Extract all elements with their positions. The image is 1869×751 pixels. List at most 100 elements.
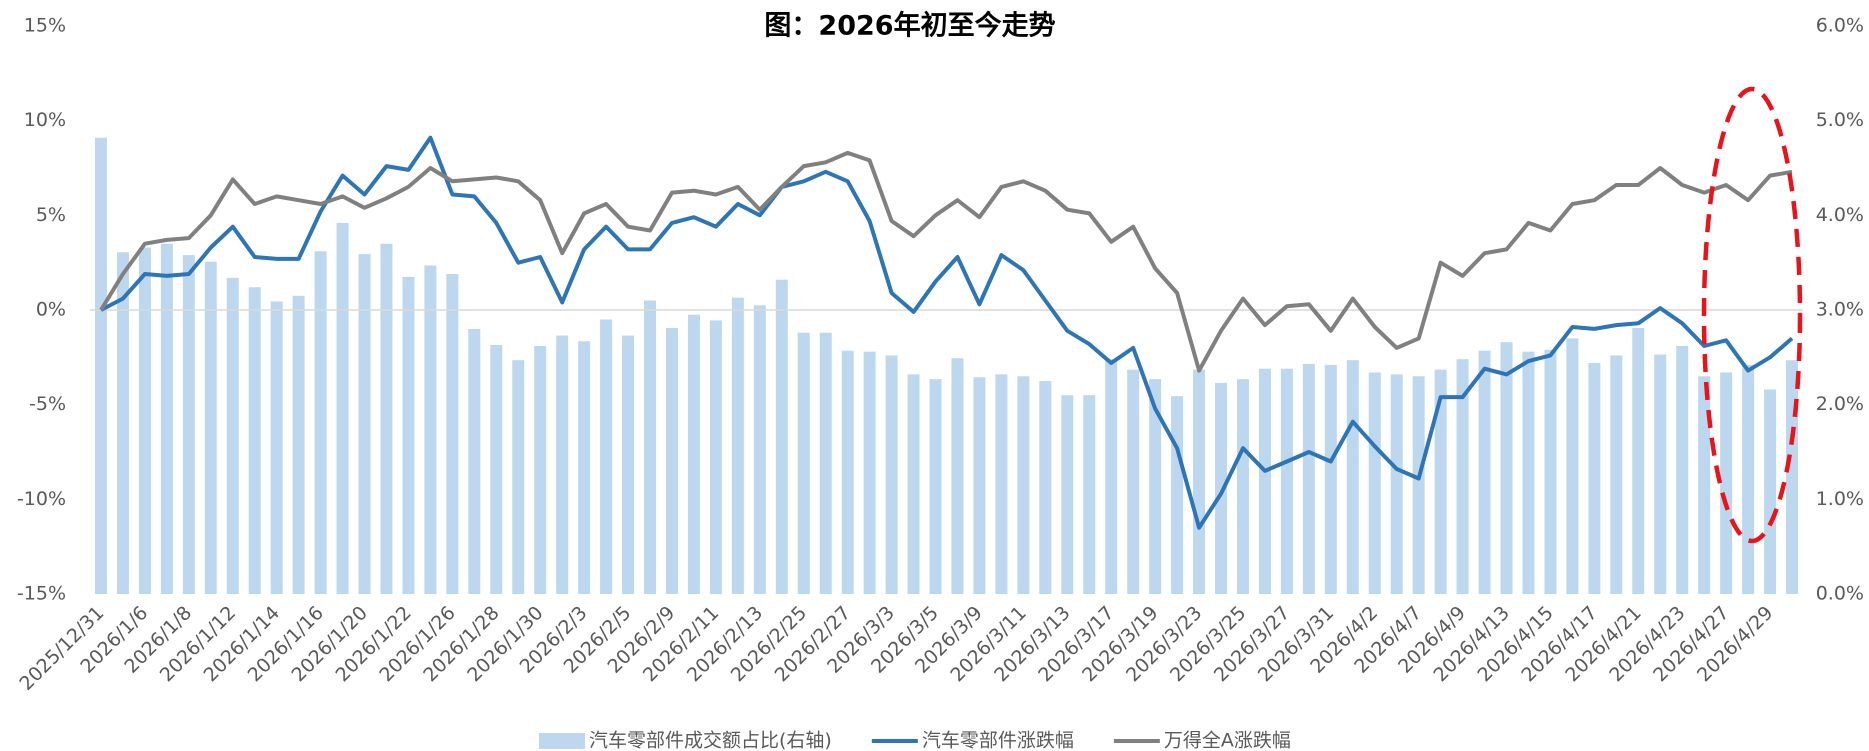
bar	[1390, 374, 1403, 594]
bar	[1215, 382, 1228, 594]
bar	[819, 332, 832, 594]
bar	[1456, 359, 1469, 594]
bar	[1566, 338, 1579, 594]
bar	[1698, 376, 1711, 594]
bar	[1236, 379, 1249, 594]
bar	[358, 254, 371, 594]
bar	[1764, 389, 1777, 594]
bar	[797, 332, 810, 594]
y2-tick-label: 2.0%	[1816, 393, 1864, 415]
bar	[204, 261, 217, 594]
bar	[1610, 355, 1623, 594]
bar	[753, 305, 766, 594]
y2-tick-label: 4.0%	[1816, 204, 1864, 226]
y-tick-label: 10%	[24, 109, 66, 131]
bar	[1522, 351, 1535, 594]
y2-tick-label: 5.0%	[1816, 109, 1864, 131]
bar	[929, 379, 942, 594]
bar	[1105, 359, 1118, 594]
y-tick-label: -10%	[17, 488, 66, 510]
bar	[1039, 381, 1052, 594]
bar	[1368, 372, 1381, 594]
bar	[1302, 363, 1315, 594]
bar	[1280, 368, 1293, 594]
bar	[1193, 369, 1206, 594]
bar	[556, 335, 569, 594]
y2-tick-label: 6.0%	[1816, 15, 1864, 37]
chart-title: 图：2026年初至今走势	[764, 10, 1055, 42]
bar	[534, 345, 547, 594]
bar	[490, 345, 503, 594]
bar	[600, 319, 613, 594]
bar	[94, 137, 107, 594]
bar	[248, 287, 261, 594]
bar	[292, 295, 305, 594]
bar	[1083, 395, 1096, 594]
bar	[380, 243, 393, 594]
y-tick-label: 5%	[36, 204, 66, 226]
bar	[622, 335, 635, 594]
bar	[226, 277, 239, 594]
bar	[446, 274, 459, 594]
bar	[578, 341, 591, 594]
bar	[995, 374, 1008, 594]
bar	[1412, 376, 1425, 594]
bar	[687, 314, 700, 594]
bar	[270, 301, 283, 594]
bar	[1127, 369, 1140, 594]
bar	[1171, 396, 1184, 594]
y-tick-label: -15%	[17, 583, 66, 605]
bar	[951, 358, 964, 594]
y2-tick-label: 3.0%	[1816, 299, 1864, 321]
bar	[973, 377, 986, 594]
bar	[1720, 372, 1733, 594]
bar	[1632, 327, 1645, 594]
bar	[468, 328, 481, 594]
bar	[1017, 376, 1030, 594]
bar	[709, 320, 722, 594]
bar	[116, 252, 129, 594]
bar	[1654, 354, 1667, 594]
bar	[424, 265, 437, 594]
bar	[1061, 395, 1074, 594]
bar	[1149, 379, 1162, 594]
y-tick-label: 15%	[24, 15, 66, 37]
bar	[512, 360, 525, 594]
legend-label: 汽车零部件成交额占比(右轴)	[589, 730, 832, 751]
bar	[1676, 345, 1689, 594]
bar	[775, 279, 788, 594]
bar	[1258, 368, 1271, 594]
bar	[1478, 350, 1491, 594]
bar	[907, 374, 920, 594]
y2-tick-label: 0.0%	[1816, 583, 1864, 605]
line-series	[99, 150, 1793, 373]
bar	[160, 243, 173, 594]
bar	[314, 251, 327, 594]
bar	[138, 247, 151, 594]
y-tick-label: -5%	[29, 393, 66, 415]
bar	[1786, 360, 1799, 594]
bar	[336, 222, 349, 594]
legend-swatch	[539, 733, 585, 749]
bar	[885, 355, 898, 594]
bar	[644, 300, 657, 594]
bar	[1588, 363, 1601, 594]
bar	[1742, 364, 1755, 594]
bar	[1324, 364, 1337, 594]
legend-label: 万得全A涨跌幅	[1164, 730, 1291, 751]
bar	[1346, 360, 1359, 594]
bar	[841, 350, 854, 594]
bar	[665, 327, 678, 594]
line-series	[100, 135, 1794, 530]
legend-label: 汽车零部件涨跌幅	[922, 730, 1074, 751]
highlight-ellipse	[1701, 86, 1803, 544]
bar	[182, 255, 195, 595]
bar	[863, 351, 876, 594]
bar	[1434, 369, 1447, 594]
y2-tick-label: 1.0%	[1816, 488, 1864, 510]
bar	[731, 297, 744, 594]
y-tick-label: 0%	[36, 299, 66, 321]
bar	[1544, 349, 1557, 594]
bar	[1500, 342, 1513, 594]
